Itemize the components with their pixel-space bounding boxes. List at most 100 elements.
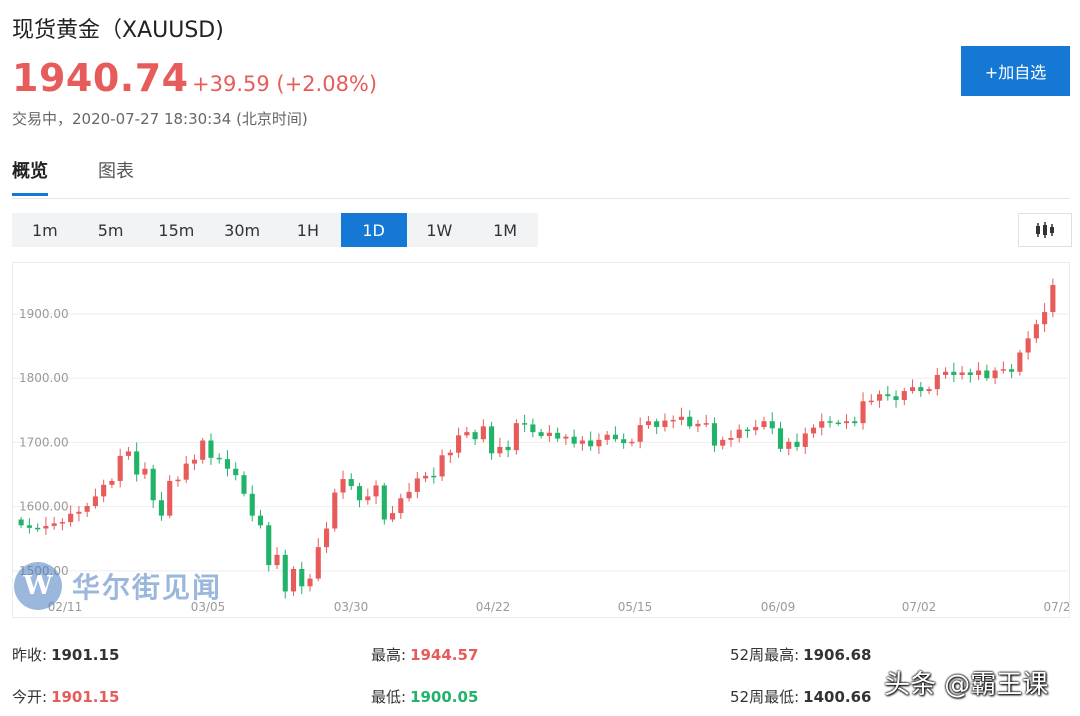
candle-body — [513, 423, 519, 451]
tab-overview[interactable]: 概览 — [12, 160, 48, 196]
candle-body — [810, 427, 817, 434]
x-tick-label: 04/22 — [476, 600, 511, 614]
candle-body — [860, 401, 866, 424]
candle-body — [918, 387, 924, 392]
candle-body — [538, 432, 544, 436]
candle-body — [909, 387, 916, 392]
candle-body — [827, 421, 833, 423]
stat-label: 昨收: — [12, 646, 48, 664]
candle-body — [406, 491, 412, 499]
candle-body — [992, 370, 998, 379]
period-1w[interactable]: 1W — [426, 220, 453, 240]
period-1d[interactable]: 1D — [340, 213, 407, 247]
candle-body — [431, 475, 437, 478]
candle-body — [612, 434, 618, 440]
period-1mo[interactable]: 1M — [493, 220, 518, 240]
candle-body — [274, 554, 280, 566]
candle-body — [398, 498, 404, 514]
stat-label: 最高: — [371, 646, 407, 664]
candle-body — [588, 440, 594, 447]
candle-body — [1017, 352, 1023, 372]
period-30m[interactable]: 30m — [224, 220, 261, 240]
candle-body — [530, 424, 536, 433]
stat-52w-low: 52周最低: 1400.66 — [730, 686, 871, 707]
candle-body — [348, 479, 354, 487]
candle-body — [893, 396, 899, 401]
candle-body — [621, 439, 627, 444]
candle-body — [926, 389, 932, 392]
candle-body — [315, 547, 321, 579]
candle-body — [414, 478, 420, 492]
stat-value: 1944.57 — [410, 646, 479, 664]
candle-body — [571, 436, 577, 444]
period-5m[interactable]: 5m — [97, 220, 124, 240]
candle-body — [876, 394, 883, 401]
candle-body — [208, 440, 214, 458]
candle-body — [629, 441, 635, 444]
tab-chart[interactable]: 图表 — [98, 161, 134, 182]
period-1m[interactable]: 1m — [31, 220, 58, 240]
candle-body — [703, 423, 709, 425]
candle-body — [200, 440, 206, 460]
chart-type-button[interactable] — [1018, 213, 1072, 247]
x-tick-label: 07/02 — [902, 600, 937, 614]
period-15m[interactable]: 15m — [158, 220, 195, 240]
candle-body — [472, 432, 478, 440]
stat-value: 1901.15 — [51, 688, 120, 706]
x-tick-label: 02/11 — [48, 600, 83, 614]
candle-body — [134, 451, 140, 475]
candle-body — [489, 426, 495, 454]
stat-value: 1906.68 — [803, 646, 872, 664]
candle-body — [191, 459, 198, 464]
candle-body — [356, 486, 363, 501]
candle-body — [480, 426, 486, 440]
trading-status: 交易中，2020-07-27 18:30:34 (北京时间) — [12, 110, 308, 128]
candle-body — [678, 416, 685, 420]
candle-body — [687, 416, 693, 427]
stat-label: 今开: — [12, 688, 48, 706]
candle-body — [150, 468, 156, 501]
candle-body — [901, 391, 907, 401]
stat-prev-close: 昨收: 1901.15 — [12, 644, 119, 665]
candle-body — [183, 463, 189, 480]
stat-label: 52周最高: — [730, 646, 800, 664]
candle-body — [843, 421, 850, 424]
candle-body — [389, 513, 396, 520]
candle-body — [868, 400, 874, 403]
candle-body — [984, 370, 990, 379]
candle-body — [381, 485, 387, 520]
candle-body — [934, 374, 940, 390]
stat-open: 今开: 1901.15 — [12, 686, 119, 707]
y-tick-label: 1900.00 — [19, 307, 69, 321]
candle-body — [662, 420, 668, 428]
candle-body — [728, 437, 734, 440]
tab-bar: 概览 图表 — [12, 160, 1070, 199]
candle-body — [670, 419, 676, 422]
stat-label: 最低: — [371, 688, 407, 706]
candle-body — [35, 527, 41, 530]
period-1h[interactable]: 1H — [296, 220, 319, 240]
candle-body — [1009, 369, 1015, 372]
add-to-watchlist-button[interactable]: +加自选 — [961, 46, 1070, 96]
candle-body — [282, 554, 288, 592]
candle-body — [753, 427, 759, 431]
candle-body — [563, 436, 569, 439]
candle-body — [224, 459, 231, 469]
candle-body — [802, 433, 808, 447]
candle-body — [819, 421, 825, 428]
candle-body — [18, 519, 24, 526]
candle-body — [505, 446, 511, 451]
candlestick-icon — [1036, 222, 1054, 238]
candle-body — [43, 525, 49, 529]
watermark-logo: W — [14, 562, 62, 610]
candle-body — [959, 372, 965, 375]
candle-body — [101, 484, 107, 497]
candle-body — [439, 455, 445, 477]
candle-body — [307, 578, 313, 587]
candle-body — [604, 434, 610, 440]
candle-body — [257, 515, 264, 526]
candle-body — [736, 429, 742, 438]
price-chart[interactable]: 1900.001800.001700.001600.001500.0002/11… — [12, 262, 1070, 618]
candle-body — [654, 421, 660, 428]
candle-body — [744, 429, 751, 432]
